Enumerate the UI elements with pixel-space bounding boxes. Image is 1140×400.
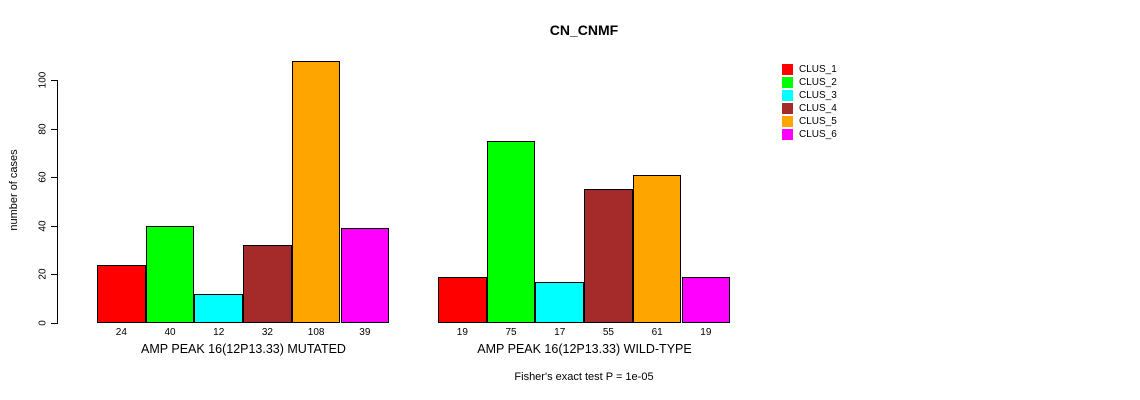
bar-clus_1-group0 <box>97 264 146 323</box>
y-axis-label: number of cases <box>8 149 20 231</box>
legend-row: CLUS_4 <box>782 102 837 115</box>
y-tick-mark <box>51 128 58 130</box>
legend-swatch-icon <box>782 116 793 127</box>
legend-label: CLUS_6 <box>799 129 837 140</box>
y-tick-label: 40 <box>37 220 49 232</box>
legend-row: CLUS_2 <box>782 76 837 89</box>
bar-value-label: 75 <box>505 327 517 338</box>
fisher-test-caption: Fisher's exact test P = 1e-05 <box>514 371 654 383</box>
legend-row: CLUS_5 <box>782 115 837 128</box>
bar-value-label: 17 <box>554 327 566 338</box>
bar-clus_3-group1 <box>535 281 585 323</box>
bar-value-label: 108 <box>307 327 325 338</box>
bar-value-label: 32 <box>261 327 273 338</box>
bar-clus_4-group1 <box>584 189 633 323</box>
legend-swatch-icon <box>782 64 793 75</box>
legend-label: CLUS_4 <box>799 103 837 114</box>
bar-value-label: 24 <box>115 327 127 338</box>
y-tick-label: 100 <box>37 71 49 89</box>
bar-value-label: 61 <box>651 327 663 338</box>
chart-title: CN_CNMF <box>549 22 619 38</box>
bar-clus_6-group1 <box>681 276 731 323</box>
bar-clus_2-group0 <box>145 225 195 323</box>
y-axis-line <box>57 80 58 324</box>
legend-label: CLUS_5 <box>799 116 837 127</box>
y-tick-mark <box>51 80 58 81</box>
legend-swatch-icon <box>782 129 793 140</box>
legend-swatch-icon <box>782 90 793 101</box>
bar-value-label: 19 <box>456 327 468 338</box>
y-tick-label: 20 <box>37 268 49 280</box>
bar-clus_2-group1 <box>486 140 536 323</box>
legend-label: CLUS_3 <box>799 90 837 101</box>
legend-row: CLUS_3 <box>782 89 837 102</box>
y-tick-mark <box>51 274 58 276</box>
bar-clus_5-group1 <box>632 174 682 323</box>
legend-label: CLUS_2 <box>799 77 837 88</box>
bar-clus_6-group0 <box>340 228 390 323</box>
group-label-wildtype: AMP PEAK 16(12P13.33) WILD-TYPE <box>477 342 692 356</box>
y-tick-mark <box>51 323 58 324</box>
bar-clus_3-group0 <box>194 293 244 323</box>
bar-clus_1-group1 <box>438 276 487 323</box>
legend-swatch-icon <box>782 77 793 88</box>
legend-swatch-icon <box>782 103 793 114</box>
legend-row: CLUS_1 <box>782 63 837 76</box>
y-tick-label: 60 <box>37 171 49 183</box>
y-tick-mark <box>51 177 58 179</box>
bar-value-label: 55 <box>602 327 614 338</box>
legend-row: CLUS_6 <box>782 128 837 141</box>
legend-label: CLUS_1 <box>799 64 837 75</box>
legend: CLUS_1 CLUS_2 CLUS_3 CLUS_4 CLUS_5 CLUS_6 <box>782 63 837 141</box>
bar-clus_5-group0 <box>291 60 341 323</box>
group-label-mutated: AMP PEAK 16(12P13.33) MUTATED <box>141 342 346 356</box>
y-tick-mark <box>51 225 58 227</box>
bar-clus_4-group0 <box>243 245 292 323</box>
y-tick-label: 80 <box>37 123 49 135</box>
bar-value-label: 19 <box>700 327 712 338</box>
bar-value-label: 12 <box>213 327 225 338</box>
bar-value-label: 39 <box>359 327 371 338</box>
bar-value-label: 40 <box>164 327 176 338</box>
y-tick-label: 0 <box>37 320 49 326</box>
